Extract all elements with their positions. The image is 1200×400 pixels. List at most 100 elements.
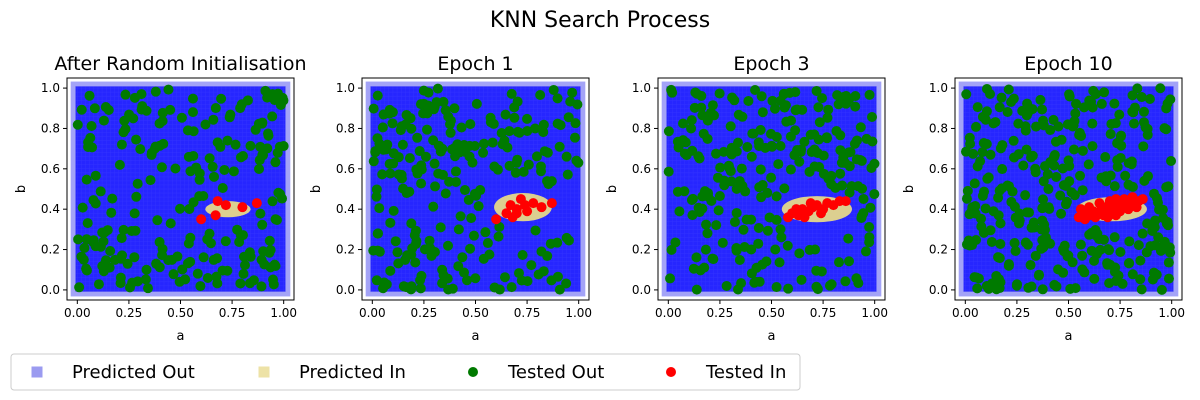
tested-out-point <box>831 126 842 137</box>
tested-out-point <box>962 185 973 196</box>
tested-out-point <box>756 91 767 102</box>
tested-out-point <box>368 156 379 167</box>
tested-out-point <box>845 147 856 158</box>
tested-out-point <box>154 118 165 129</box>
tested-out-point <box>88 195 99 206</box>
tested-out-point <box>129 252 140 263</box>
tested-out-point <box>404 186 415 197</box>
tested-out-point <box>165 218 176 229</box>
tested-out-point <box>453 261 464 272</box>
tested-out-point <box>1153 232 1164 243</box>
x-axis-label: a <box>768 329 776 344</box>
tested-out-point <box>478 138 489 149</box>
tested-out-point <box>414 146 425 157</box>
y-tick-label: 0.0 <box>336 283 355 297</box>
tested-out-point <box>248 275 259 286</box>
tested-in-point <box>1110 210 1121 221</box>
tested-out-point <box>1003 260 1014 271</box>
tested-out-point <box>82 218 93 229</box>
predicted-out-edge <box>70 81 291 297</box>
tested-out-point <box>270 157 281 168</box>
tested-out-point <box>961 193 972 204</box>
tested-out-point <box>978 227 989 238</box>
tested-out-point <box>416 178 427 189</box>
legend-item-predicted-in: Predicted In <box>258 362 406 383</box>
tested-out-point <box>1083 159 1094 170</box>
tested-out-point <box>163 84 174 95</box>
tested-out-point <box>152 215 163 226</box>
tested-out-point <box>680 137 691 148</box>
tested-out-point <box>1014 215 1025 226</box>
tested-out-point <box>372 90 383 101</box>
tested-out-point <box>412 132 423 143</box>
tested-out-point <box>844 94 855 105</box>
tested-out-point <box>971 272 982 283</box>
tested-out-point <box>1164 242 1175 253</box>
tested-in-point <box>546 198 557 209</box>
tested-in-point <box>1131 202 1142 213</box>
tested-out-point <box>530 123 541 134</box>
tested-out-point <box>517 249 528 260</box>
tested-out-point <box>1156 284 1167 295</box>
tested-out-point <box>546 176 557 187</box>
tested-in-point <box>212 196 223 207</box>
tested-out-point <box>1064 89 1075 100</box>
tested-out-point <box>995 238 1006 249</box>
tested-out-point <box>699 186 710 197</box>
tested-out-point <box>83 141 94 152</box>
tested-out-point <box>373 228 384 239</box>
tested-out-point <box>457 252 468 263</box>
tested-out-point <box>393 152 404 163</box>
tested-out-point <box>844 256 855 267</box>
tested-out-point <box>1090 89 1101 100</box>
tested-out-point <box>535 90 546 101</box>
tested-in-points <box>491 194 557 225</box>
tested-out-point <box>737 111 748 122</box>
tested-out-point <box>268 274 279 285</box>
tested-out-point <box>99 227 110 238</box>
x-tick-label: 1.00 <box>270 306 297 320</box>
legend-label: Tested Out <box>507 362 604 383</box>
tested-out-point <box>256 281 267 292</box>
tested-out-point <box>459 267 470 278</box>
tested-out-point <box>731 207 742 218</box>
tested-out-point <box>156 162 167 173</box>
tested-out-point <box>775 224 786 235</box>
tested-out-point <box>455 211 466 222</box>
tested-out-point <box>969 178 980 189</box>
tested-out-point <box>239 260 250 271</box>
tested-out-point <box>1086 245 1097 256</box>
tested-out-point <box>105 245 116 256</box>
tested-out-point <box>1075 239 1086 250</box>
tested-out-point <box>1109 181 1120 192</box>
y-tick-label: 1.0 <box>336 81 355 95</box>
tested-out-point <box>265 262 276 273</box>
tested-out-point <box>142 283 153 294</box>
tested-out-point <box>522 113 533 124</box>
tested-out-point <box>410 257 421 268</box>
tested-out-point <box>415 283 426 294</box>
legend-label: Tested In <box>705 362 786 383</box>
x-tick-label: 0.00 <box>655 306 682 320</box>
tested-out-point <box>368 103 379 114</box>
tested-in-point <box>816 208 827 219</box>
x-tick-label: 1.00 <box>1158 306 1185 320</box>
tested-out-point <box>755 164 766 175</box>
tested-out-point <box>1129 118 1140 129</box>
tested-out-point <box>277 193 288 204</box>
tested-out-point <box>1109 232 1120 243</box>
tested-out-point <box>471 98 482 109</box>
tested-out-point <box>182 125 193 136</box>
tested-out-point <box>1021 144 1032 155</box>
tested-out-point <box>416 270 427 281</box>
tested-out-point <box>255 208 266 219</box>
tested-out-point <box>220 236 231 247</box>
tested-out-point <box>997 164 1008 175</box>
tested-out-point <box>245 140 256 151</box>
y-tick-label: 0.2 <box>41 243 60 257</box>
tested-out-point <box>1030 163 1041 174</box>
tested-in-point <box>1094 198 1105 209</box>
x-tick-label: 0.50 <box>167 306 194 320</box>
tested-out-point <box>811 85 822 96</box>
tested-out-point <box>1058 180 1069 191</box>
